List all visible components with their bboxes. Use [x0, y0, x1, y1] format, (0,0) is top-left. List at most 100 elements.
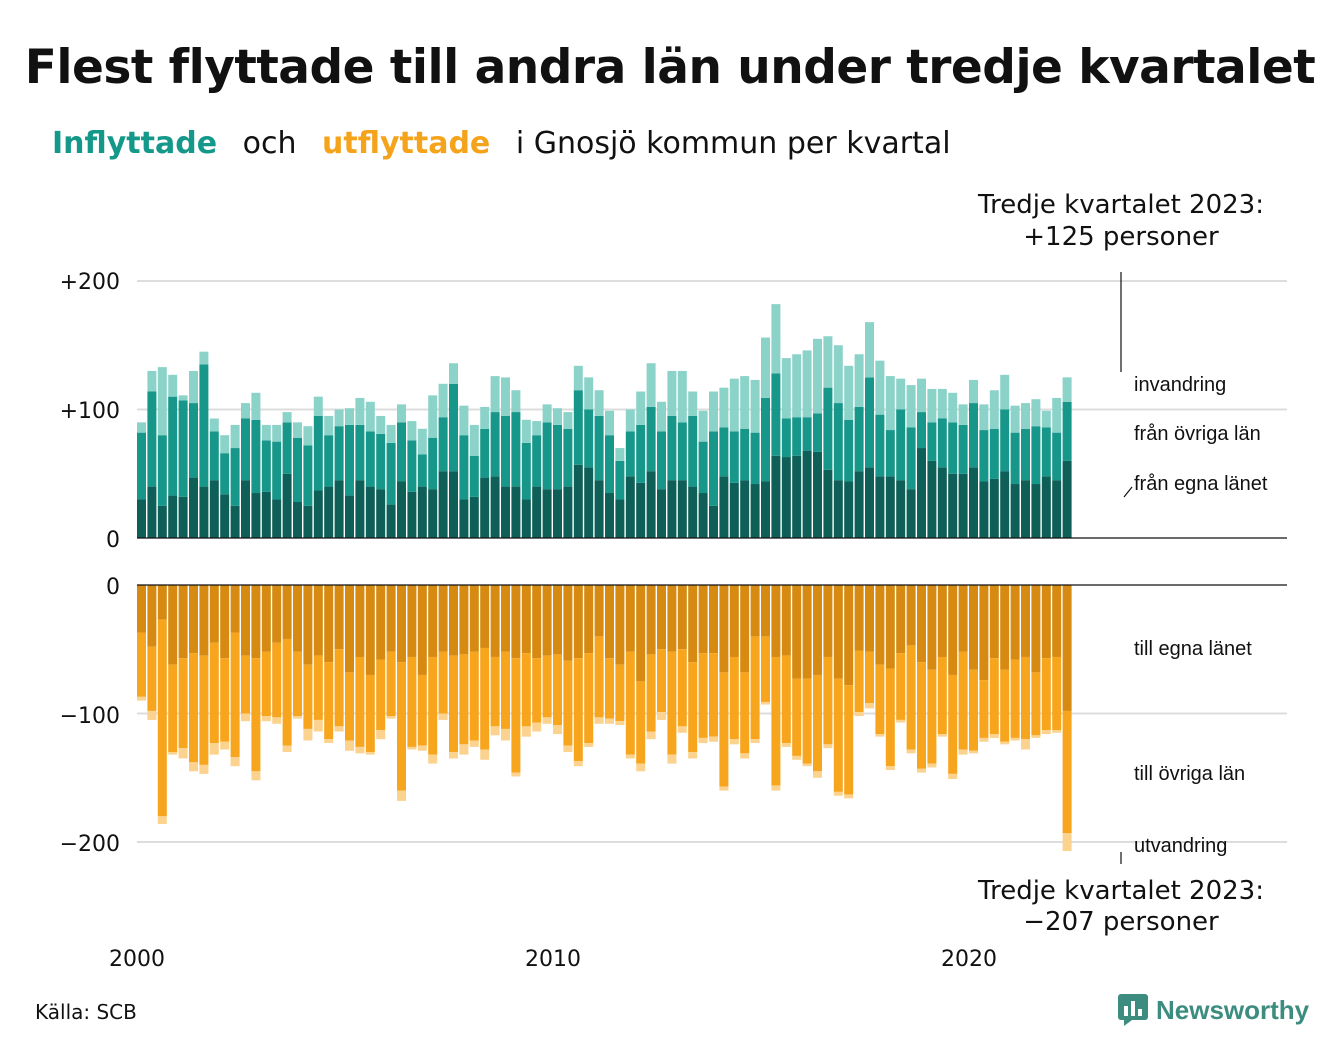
bar-in-fran-egna-lanet-20: [345, 495, 354, 538]
bar-out-till-ovriga-lan-61: [771, 656, 781, 786]
bars: [137, 304, 1072, 851]
bar-out-utvandring-26: [407, 746, 417, 750]
bar-out-utvandring-40: [553, 725, 562, 735]
bar-in-fran-ovriga-lan-58: [740, 428, 750, 481]
bar-in-fran-ovriga-lan-21: [355, 424, 365, 481]
bar-out-till-egna-lanet-46: [615, 585, 625, 665]
bar-in-fran-egna-lanet-47: [625, 476, 635, 538]
bar-in-fran-ovriga-lan-49: [646, 406, 656, 472]
bar-in-fran-egna-lanet-68: [844, 481, 854, 538]
bar-out-till-ovriga-lan-18: [324, 662, 334, 740]
bar-in-invandring-58: [740, 376, 750, 429]
bar-in-fran-ovriga-lan-83: [1000, 409, 1010, 472]
segment-labels: invandring från övriga län från egna län…: [1134, 374, 1268, 857]
bar-in-fran-egna-lanet-34: [490, 476, 500, 538]
bar-in-fran-egna-lanet-84: [1010, 484, 1020, 538]
bar-out-till-ovriga-lan-37: [521, 653, 531, 727]
bar-out-till-egna-lanet-47: [625, 585, 635, 652]
bar-out-till-egna-lanet-11: [251, 585, 261, 659]
bar-out-till-egna-lanet-40: [553, 585, 562, 655]
bar-out-till-ovriga-lan-84: [1010, 659, 1020, 738]
bar-out-till-egna-lanet-6: [199, 585, 209, 656]
bar-in-invandring-87: [1041, 410, 1051, 428]
bar-out-utvandring-49: [646, 731, 656, 740]
bar-in-fran-egna-lanet-75: [917, 448, 926, 538]
bar-out-till-ovriga-lan-24: [386, 651, 396, 717]
bar-out-utvandring-17: [313, 719, 323, 732]
bar-in-invandring-30: [449, 363, 458, 384]
bar-out-utvandring-85: [1021, 739, 1030, 750]
bar-out-utvandring-58: [740, 753, 750, 759]
bar-out-till-egna-lanet-76: [927, 585, 937, 670]
bar-out-till-egna-lanet-70: [865, 585, 874, 652]
bar-out-till-egna-lanet-34: [490, 585, 500, 657]
bar-in-fran-ovriga-lan-67: [833, 403, 843, 481]
bar-out-utvandring-13: [272, 717, 282, 724]
bar-out-utvandring-78: [948, 773, 958, 780]
bar-out-till-ovriga-lan-36: [511, 658, 521, 773]
bar-out-utvandring-46: [615, 721, 625, 726]
bar-in-fran-egna-lanet-35: [501, 486, 510, 538]
chart-title: Flest flyttade till andra län under tred…: [24, 40, 1316, 95]
bar-in-invandring-59: [750, 379, 760, 433]
bar-in-fran-ovriga-lan-71: [875, 414, 885, 477]
bar-out-till-egna-lanet-85: [1021, 585, 1030, 657]
bar-out-till-egna-lanet-26: [407, 585, 417, 657]
bar-out-till-ovriga-lan-39: [542, 655, 552, 718]
bar-in-invandring-76: [927, 388, 937, 423]
bar-in-fran-ovriga-lan-62: [781, 418, 791, 458]
bar-in-fran-egna-lanet-15: [293, 502, 302, 538]
bar-out-till-egna-lanet-71: [875, 585, 885, 665]
bar-out-till-ovriga-lan-23: [376, 659, 386, 731]
bar-out-utvandring-5: [189, 762, 198, 772]
bar-out-utvandring-19: [334, 726, 344, 732]
bar-in-fran-ovriga-lan-39: [542, 422, 552, 490]
bar-in-fran-ovriga-lan-1: [147, 391, 157, 487]
bar-in-fran-ovriga-lan-37: [521, 442, 531, 500]
bar-in-fran-ovriga-lan-27: [417, 454, 427, 487]
bar-in-fran-ovriga-lan-6: [199, 364, 209, 487]
bar-out-till-ovriga-lan-38: [532, 658, 542, 723]
bar-in-fran-egna-lanet-80: [969, 467, 978, 538]
bar-out-till-ovriga-lan-44: [594, 636, 604, 718]
bar-out-till-egna-lanet-0: [137, 585, 146, 633]
bar-in-invandring-69: [854, 354, 864, 407]
bar-in-fran-ovriga-lan-66: [823, 387, 833, 470]
bar-out-till-ovriga-lan-60: [761, 636, 770, 702]
bar-in-fran-egna-lanet-44: [594, 480, 604, 538]
bar-in-fran-egna-lanet-83: [1000, 471, 1010, 538]
bar-out-till-egna-lanet-45: [605, 585, 614, 659]
bar-out-till-ovriga-lan-89: [1062, 710, 1072, 834]
bar-in-fran-ovriga-lan-17: [313, 415, 323, 491]
bar-out-till-egna-lanet-64: [802, 585, 812, 679]
bar-out-utvandring-77: [937, 734, 947, 737]
bar-in-fran-ovriga-lan-61: [771, 373, 781, 456]
bar-in-fran-egna-lanet-42: [573, 464, 583, 538]
bar-out-till-ovriga-lan-54: [698, 653, 708, 738]
bar-out-utvandring-16: [303, 728, 313, 741]
bar-out-till-ovriga-lan-76: [927, 669, 937, 764]
y-tick-top-100: +100: [60, 399, 120, 424]
bar-in-invandring-38: [532, 421, 542, 436]
label-utvandring: utvandring: [1134, 835, 1227, 857]
bar-in-invandring-19: [334, 409, 344, 427]
bar-in-invandring-77: [937, 388, 947, 419]
bar-out-utvandring-44: [594, 717, 604, 724]
bar-out-till-ovriga-lan-63: [792, 678, 802, 756]
bar-in-invandring-51: [667, 370, 677, 416]
bar-out-till-egna-lanet-25: [397, 585, 406, 663]
bar-out-till-egna-lanet-78: [948, 585, 958, 675]
bar-in-fran-ovriga-lan-0: [137, 432, 146, 500]
bar-in-fran-egna-lanet-71: [875, 476, 885, 538]
bar-in-invandring-79: [958, 404, 968, 425]
bar-in-fran-egna-lanet-87: [1041, 476, 1051, 538]
bar-in-fran-egna-lanet-77: [937, 467, 947, 538]
bar-in-fran-egna-lanet-54: [698, 493, 708, 538]
bar-out-utvandring-27: [417, 745, 427, 751]
bar-out-till-ovriga-lan-32: [469, 651, 479, 741]
bar-out-till-egna-lanet-81: [979, 585, 989, 681]
bar-out-utvandring-2: [157, 816, 167, 825]
bar-in-invandring-20: [345, 408, 354, 425]
bar-in-fran-ovriga-lan-46: [615, 460, 625, 500]
